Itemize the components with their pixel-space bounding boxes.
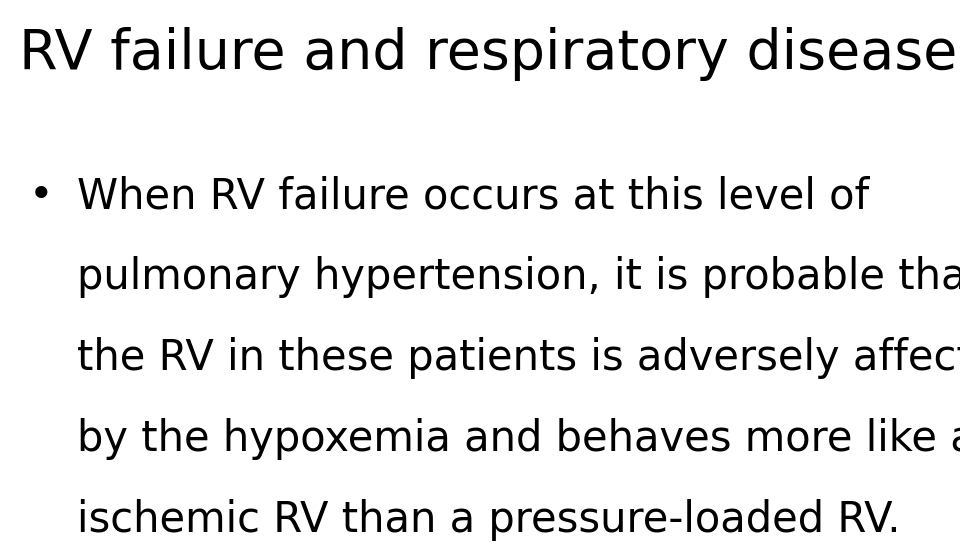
Text: by the hypoxemia and behaves more like an: by the hypoxemia and behaves more like a… (77, 418, 960, 460)
Text: •: • (29, 175, 54, 217)
Text: pulmonary hypertension, it is probable that: pulmonary hypertension, it is probable t… (77, 256, 960, 298)
Text: the RV in these patients is adversely affected: the RV in these patients is adversely af… (77, 337, 960, 379)
Text: When RV failure occurs at this level of: When RV failure occurs at this level of (77, 175, 869, 217)
Text: RV failure and respiratory disease: RV failure and respiratory disease (19, 27, 957, 82)
Text: ischemic RV than a pressure-loaded RV.: ischemic RV than a pressure-loaded RV. (77, 499, 900, 541)
